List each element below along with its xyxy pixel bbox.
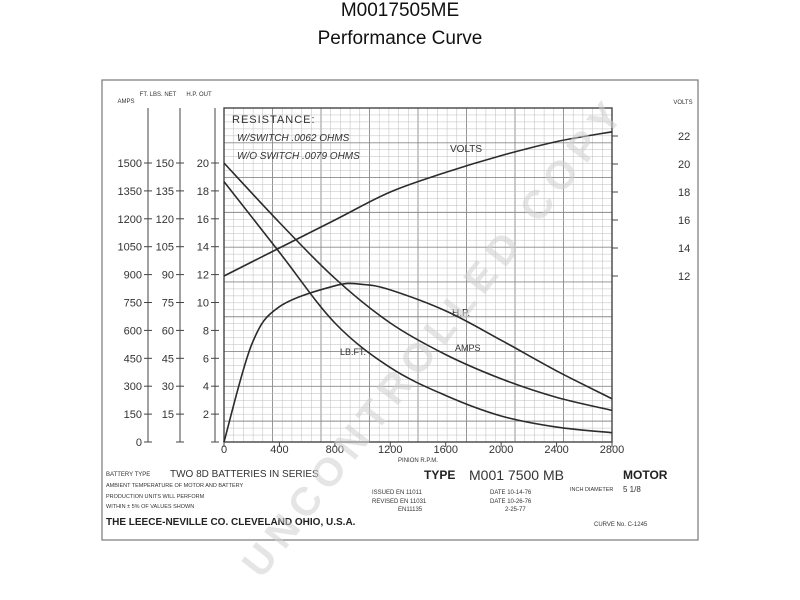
watermark: UNCONTROLLED COPY [234,89,636,586]
right-axis-tick-label: 14 [678,243,690,255]
revised-text-1: REVISED EN 11031 [372,499,427,505]
left-axis-tick-label: 0 [136,437,142,449]
x-axis-tick-label: 1600 [433,444,457,456]
left-axis-tick-label: 8 [203,325,209,337]
revised-text-2: EN11135 [398,507,423,513]
left-axis-tick-label: 18 [197,186,209,198]
left-axis-tick-label: 10 [197,298,209,310]
resistance-with-switch: W/SWITCH .0062 OHMS [237,133,350,144]
model-title: M0017505ME [340,0,460,21]
sheet-border [101,79,699,541]
volts-axis-title: VOLTS [673,100,692,106]
left-axis-tick-label: 600 [124,325,142,337]
resistance-title: RESISTANCE: [232,114,316,126]
left-axes: 150 300 450 600 750 900 1050 1200 1350 1500 0 15 30 4… [118,108,219,449]
resistance-without-switch: W/O SWITCH .0079 OHMS [237,151,360,162]
series-label-lbft: LB.FT. [340,347,366,357]
right-axis-tick-label: 22 [678,131,690,143]
series-line-hp [223,282,613,443]
company-name: THE LEECE-NEVILLE CO. CLEVELAND OHIO, U.… [106,517,356,528]
left-axis-tick-label: 12 [197,270,209,282]
series-label-volts: VOLTS [450,144,482,155]
left-axis-tick-label: 15 [162,409,174,421]
date-text-2: DATE 10-26-76 [490,499,532,505]
curve-number: CURVE No. C-1245 [594,522,648,528]
left-axis-tick-label: 6 [203,353,209,365]
series-label-amps: AMPS [455,343,481,353]
inch-diameter-label: INCH DIAMETER [570,487,613,493]
left-axis-tick-label: 750 [124,298,142,310]
left-axis-tick-label: 900 [124,270,142,282]
type-value: M001 7500 MB [469,467,564,483]
left-axis-tick-label: 150 [156,158,174,170]
x-axis-tick-label: 400 [270,444,288,456]
left-axis-tick-label: 4 [203,381,209,393]
left-axis-tick-label: 135 [156,186,174,198]
production-line-1: PRODUCTION UNITS WILL PERFORM [106,494,205,500]
right-axis-tick-label: 12 [678,271,690,283]
right-axis-tick-label: 20 [678,159,690,171]
series-line-volts [223,131,613,277]
series-line-amps [223,162,613,412]
left-axis-tick-label: 1200 [118,214,142,226]
right-axis: 12 14 16 18 20 22 [612,131,690,283]
left-axis-tick-label: 105 [156,242,174,254]
x-axis-tick-label: 2000 [489,444,513,456]
ambient-line: AMBIENT TEMPERATURE OF MOTOR AND BATTERY [106,483,244,489]
date-text-1: DATE 10-14-76 [490,490,532,496]
left-axis-tick-label: 150 [124,409,142,421]
x-axis-tick-label: 2400 [544,444,568,456]
inch-diameter-value: 5 1/8 [623,485,641,494]
type-label: TYPE [424,468,455,482]
x-axis-label: PINION R.P.M. [398,458,438,464]
battery-type-value: TWO 8D BATTERIES IN SERIES [170,469,319,480]
left-axis-tick-label: 450 [124,353,142,365]
x-axis-tick-label: 1200 [378,444,402,456]
amps-axis-title: AMPS [117,99,134,105]
left-axis-tick-label: 30 [162,381,174,393]
left-axis-tick-label: 1500 [118,158,142,170]
left-axis-tick-label: 14 [197,242,209,254]
left-axis-tick-label: 90 [162,270,174,282]
hp-axis-title: H.P. OUT [186,92,212,98]
right-axis-tick-label: 16 [678,215,690,227]
chart-subtitle: Performance Curve [317,28,483,49]
right-axis-tick-label: 18 [678,187,690,199]
left-axis-tick-label: 1350 [118,186,142,198]
series-group [223,131,613,443]
lbft-axis-title: FT. LBS. NET [140,92,177,98]
left-axis-tick-label: 20 [197,158,209,170]
series-label-hp: H.P. [452,308,470,319]
left-axis-tick-label: 45 [162,353,174,365]
date-text-3: 2-25-77 [505,507,526,513]
series-line-lbft [223,181,613,434]
motor-label: MOTOR [623,468,668,482]
left-axis-tick-label: 75 [162,298,174,310]
production-line-2: WITHIN ± 5% OF VALUES SHOWN [106,504,194,510]
x-axis: 0 400 800 1200 1600 2000 2400 2800 [221,442,624,456]
left-axis-tick-label: 60 [162,325,174,337]
issued-text: ISSUED EN 11011 [372,490,422,496]
x-axis-tick-label: 0 [221,444,227,456]
left-axis-tick-label: 120 [156,214,174,226]
left-axis-tick-label: 16 [197,214,209,226]
plot-frame [223,107,613,443]
left-axis-tick-label: 1050 [118,242,142,254]
battery-type-label: BATTERY TYPE [106,472,150,478]
x-axis-tick-label: 800 [326,444,344,456]
x-axis-tick-label: 2800 [600,444,624,456]
left-axis-tick-label: 2 [203,409,209,421]
left-axis-tick-label: 300 [124,381,142,393]
